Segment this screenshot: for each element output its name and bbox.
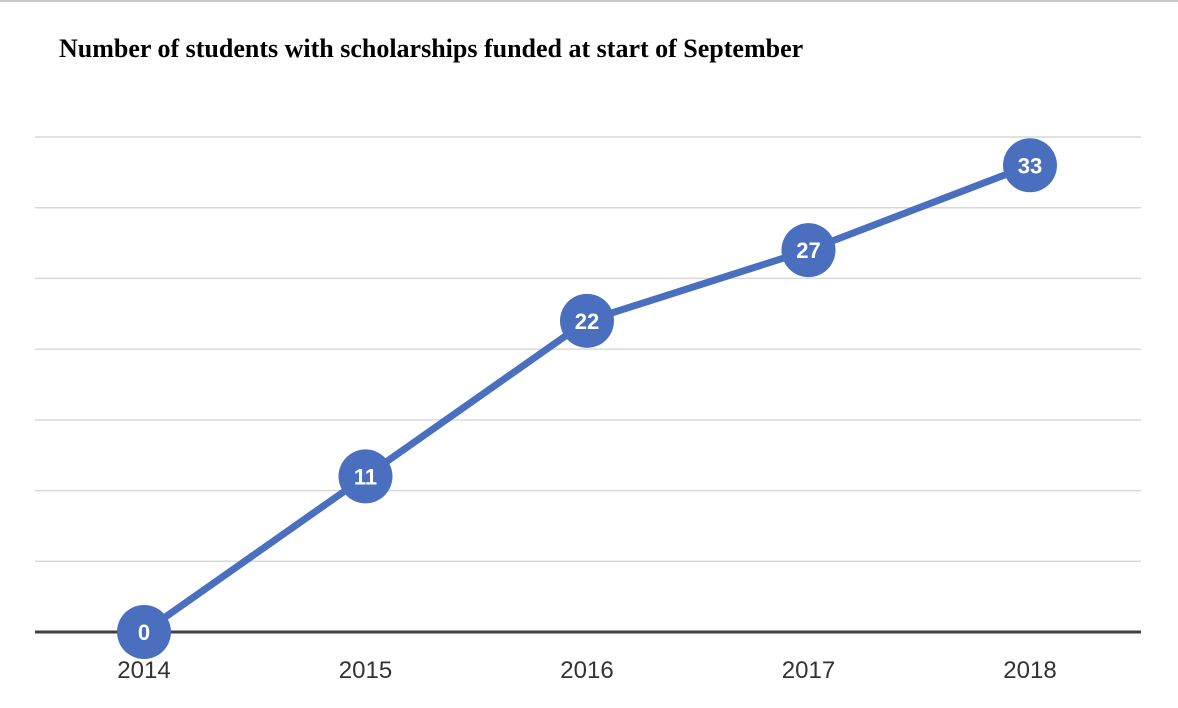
x-tick-label: 2014: [117, 657, 170, 684]
data-label: 11: [354, 464, 377, 489]
x-axis-tick-labels: 2014 2015 2016 2017 2018: [117, 657, 1056, 684]
top-border: [0, 0, 1178, 2]
data-label: 33: [1018, 153, 1042, 178]
gridlines: [35, 136, 1141, 634]
data-point-marker: [781, 223, 836, 278]
x-tick-label: 2016: [560, 657, 613, 684]
data-point-marker: [560, 293, 614, 348]
data-point-marker: [117, 605, 171, 659]
data-points: 0 11 22 27 33: [117, 138, 1057, 659]
data-label: 0: [138, 620, 150, 645]
x-tick-label: 2017: [782, 657, 835, 684]
data-point-marker: [338, 449, 393, 504]
x-tick-label: 2015: [339, 657, 392, 684]
data-label: 27: [796, 238, 820, 263]
chart-title: Number of students with scholarships fun…: [59, 34, 804, 63]
data-point-marker: [1003, 138, 1057, 193]
data-label: 22: [575, 309, 599, 334]
x-tick-label: 2018: [1003, 657, 1056, 684]
